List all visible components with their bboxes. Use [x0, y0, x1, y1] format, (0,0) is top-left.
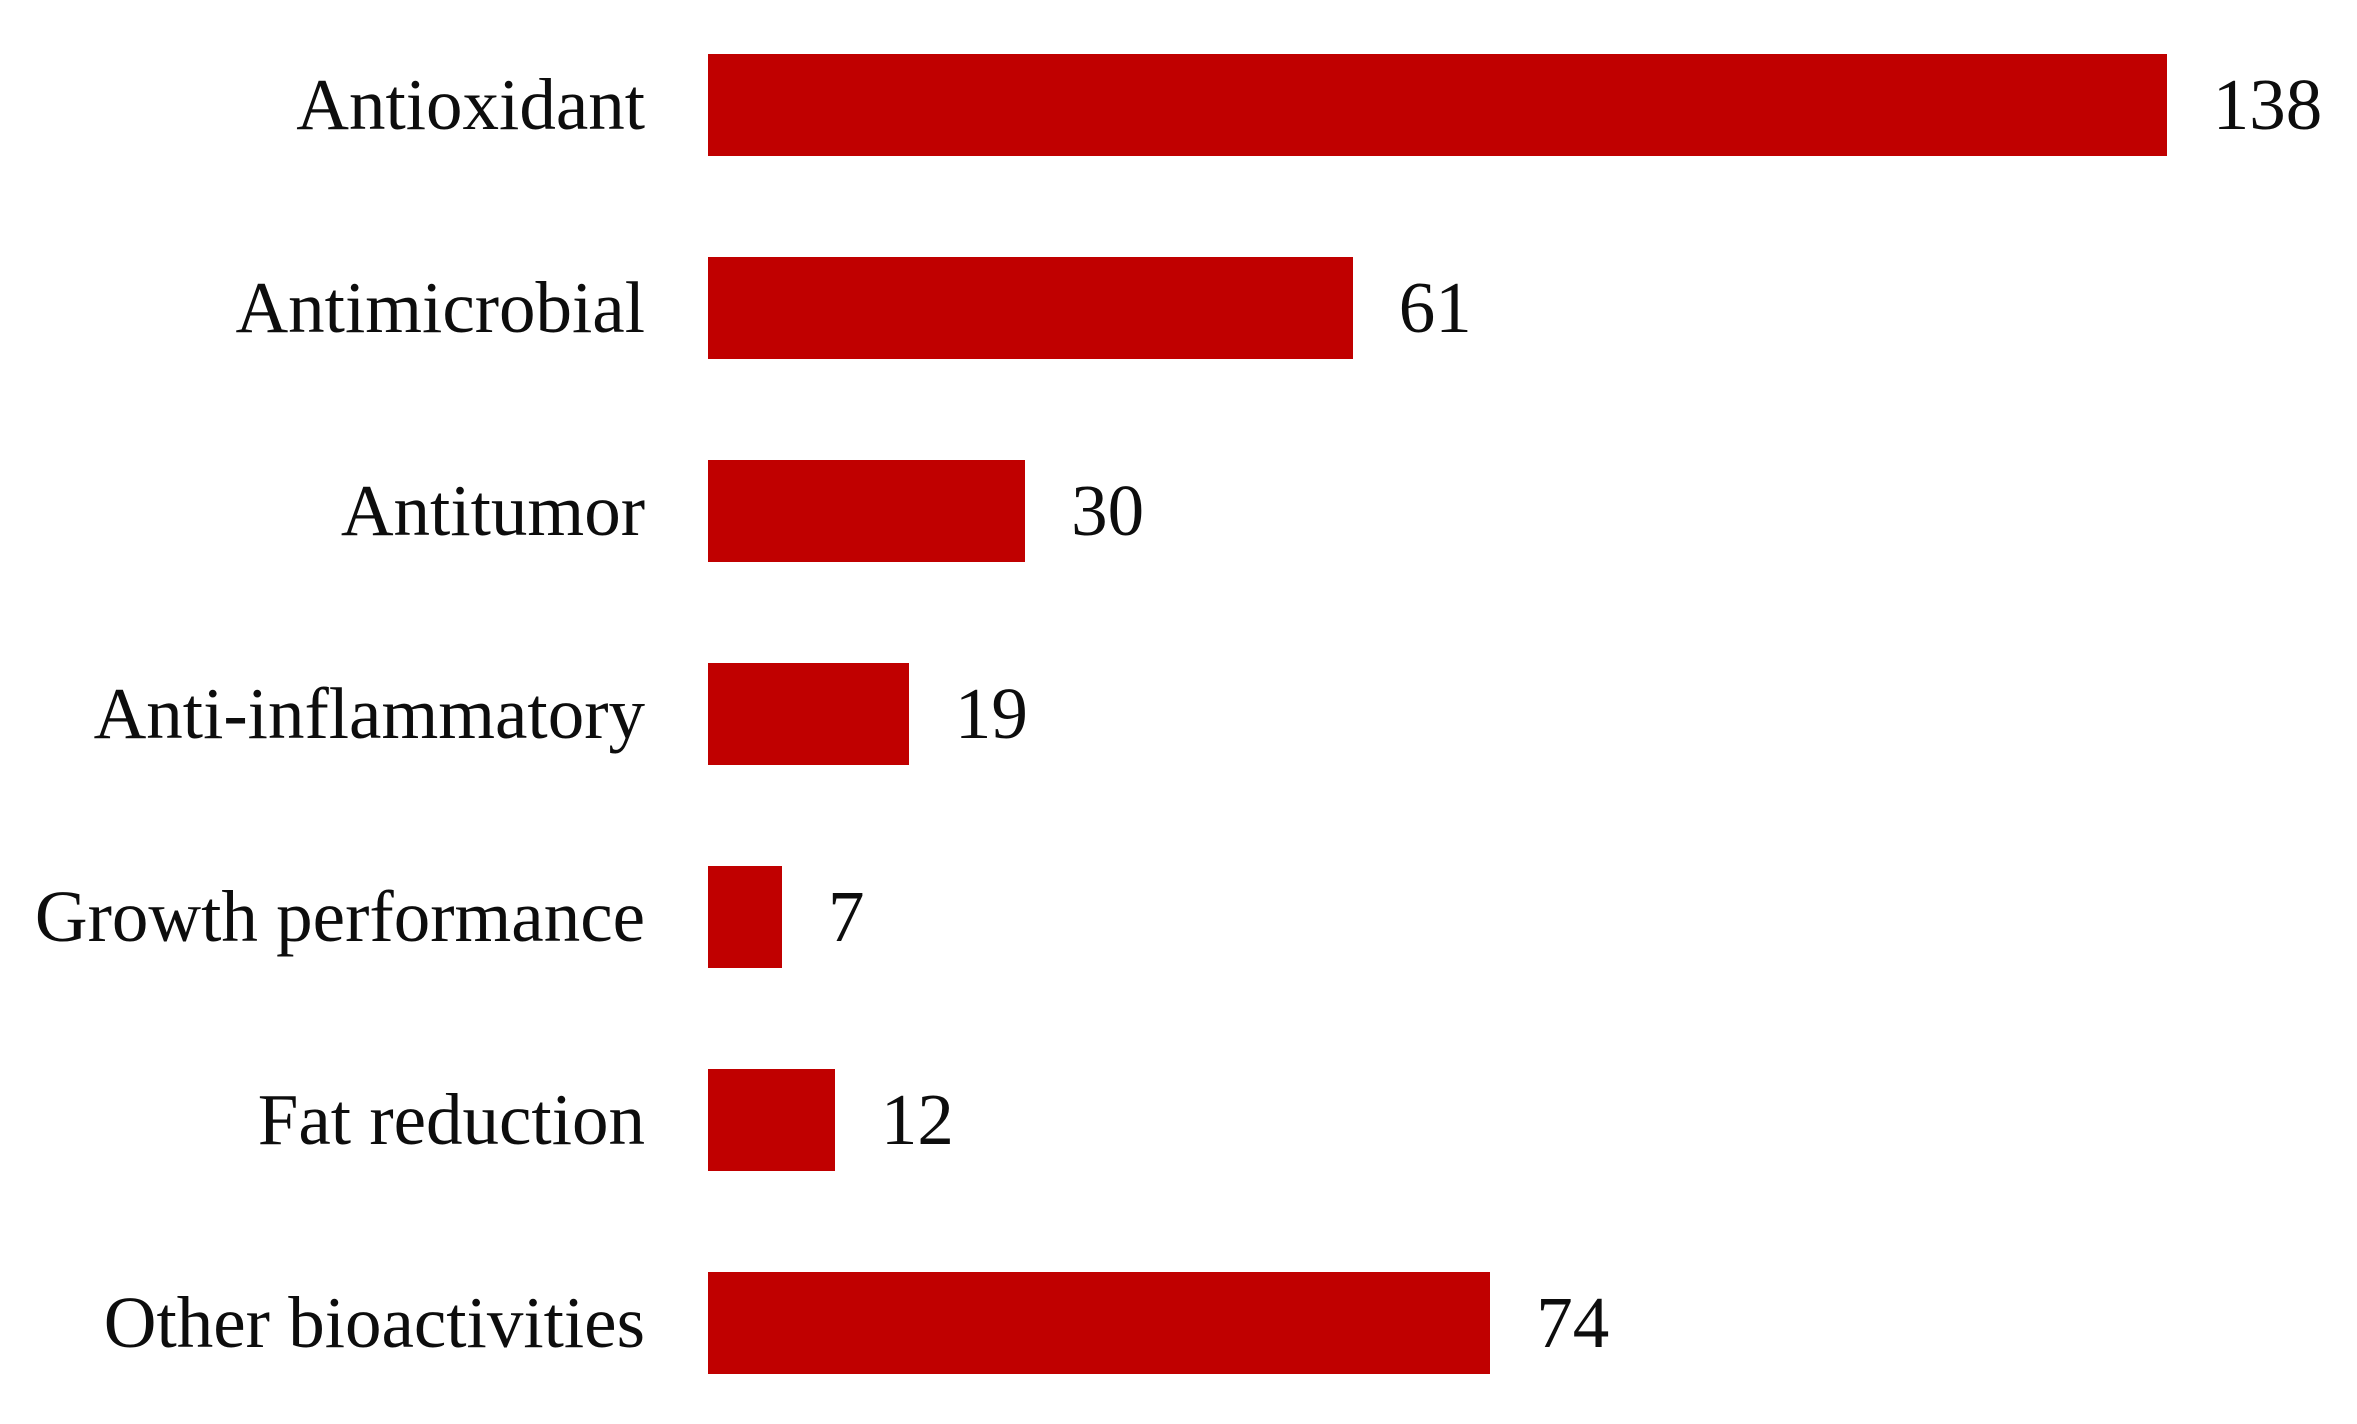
bar-track: 19 — [708, 663, 2357, 765]
value-label: 12 — [880, 1078, 954, 1160]
category-label: Growth performance — [34, 875, 645, 957]
category-label: Antimicrobial — [235, 267, 645, 349]
category-label: Antioxidant — [296, 64, 645, 146]
bar — [708, 1068, 835, 1171]
value-label: 19 — [954, 673, 1028, 754]
bar-row-growth-performance: Growth performance 7 — [0, 815, 2357, 1018]
bar-track: 61 — [708, 257, 2357, 360]
bar-track: 138 — [708, 54, 2357, 157]
bar-row-fat-reduction: Fat reduction 12 — [0, 1018, 2357, 1221]
bar — [708, 865, 782, 968]
value-label: 7 — [827, 875, 865, 957]
category-label: Other bioactivities — [103, 1281, 645, 1363]
value-label: 30 — [1071, 470, 1145, 552]
bar-row-antitumor: Antitumor 30 — [0, 410, 2357, 613]
bar-track: 7 — [708, 865, 2357, 968]
value-label: 74 — [1536, 1281, 1610, 1363]
category-label: Antitumor — [340, 470, 645, 552]
bar-track: 30 — [708, 460, 2357, 563]
bar — [708, 460, 1026, 563]
bar-track: 12 — [708, 1068, 2357, 1171]
bar-row-antimicrobial: Antimicrobial 61 — [0, 207, 2357, 410]
value-label: 138 — [2212, 64, 2323, 146]
bar — [708, 1271, 1491, 1374]
bar — [708, 663, 909, 765]
value-label: 61 — [1398, 267, 1472, 349]
bar-row-antioxidant: Antioxidant 138 — [0, 4, 2357, 207]
category-label: Anti-inflammatory — [93, 673, 645, 754]
category-label: Fat reduction — [257, 1078, 645, 1160]
bar-track: 74 — [708, 1271, 2357, 1374]
bar-row-other-bioactivities: Other bioactivities 74 — [0, 1221, 2357, 1424]
bar-row-anti-inflammatory: Anti-inflammatory 19 — [0, 613, 2357, 816]
bar — [708, 54, 2167, 157]
bar — [708, 257, 1353, 360]
